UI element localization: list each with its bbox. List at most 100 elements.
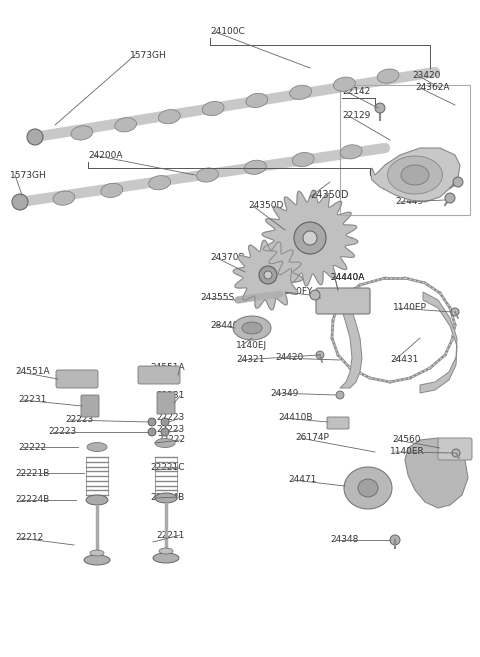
Ellipse shape: [358, 479, 378, 497]
Text: 24362A: 24362A: [415, 83, 449, 93]
Text: 24440A: 24440A: [330, 273, 364, 283]
Circle shape: [390, 535, 400, 545]
Text: 24200A: 24200A: [88, 150, 122, 160]
Text: 22142: 22142: [342, 87, 370, 97]
FancyBboxPatch shape: [316, 288, 370, 314]
Ellipse shape: [197, 168, 218, 182]
Ellipse shape: [246, 93, 268, 108]
Ellipse shape: [84, 555, 110, 565]
Text: 22211: 22211: [156, 530, 185, 539]
Text: 24100C: 24100C: [210, 28, 245, 37]
Circle shape: [316, 351, 324, 359]
Ellipse shape: [101, 183, 123, 198]
Polygon shape: [262, 190, 358, 286]
Text: 22224B: 22224B: [15, 495, 49, 505]
Ellipse shape: [155, 493, 177, 503]
Circle shape: [451, 308, 459, 316]
Ellipse shape: [153, 553, 179, 563]
Circle shape: [148, 428, 156, 436]
Ellipse shape: [86, 495, 108, 505]
Ellipse shape: [158, 110, 180, 124]
Text: 24349: 24349: [270, 388, 299, 397]
Circle shape: [452, 449, 460, 457]
Ellipse shape: [244, 160, 266, 174]
Ellipse shape: [149, 175, 170, 190]
Ellipse shape: [290, 85, 312, 99]
Circle shape: [375, 103, 385, 113]
Text: 24440A: 24440A: [330, 273, 364, 283]
Ellipse shape: [53, 191, 75, 205]
Text: 22231: 22231: [18, 396, 47, 405]
Text: 1140EJ: 1140EJ: [236, 342, 267, 350]
Text: 1140EP: 1140EP: [393, 304, 427, 313]
Ellipse shape: [387, 156, 443, 194]
Polygon shape: [370, 148, 460, 202]
Text: 22223: 22223: [65, 415, 93, 424]
Circle shape: [336, 391, 344, 399]
Text: 24350D: 24350D: [248, 202, 283, 210]
Ellipse shape: [292, 152, 314, 167]
Text: 1573GH: 1573GH: [130, 51, 167, 60]
Ellipse shape: [159, 548, 173, 554]
Text: 22212: 22212: [15, 533, 43, 543]
Circle shape: [264, 271, 272, 279]
Polygon shape: [405, 438, 468, 508]
Circle shape: [310, 290, 320, 300]
Text: 1140FY: 1140FY: [280, 288, 313, 296]
Text: 22223: 22223: [157, 413, 185, 422]
Text: 1573GH: 1573GH: [10, 171, 47, 179]
Circle shape: [148, 418, 156, 426]
Text: 23420: 23420: [412, 70, 440, 79]
Text: 24551A: 24551A: [15, 367, 49, 376]
Ellipse shape: [334, 77, 355, 91]
Text: 24420: 24420: [275, 353, 303, 363]
Text: 28440C: 28440C: [210, 321, 245, 330]
Text: 22222: 22222: [157, 436, 185, 445]
FancyBboxPatch shape: [438, 438, 472, 460]
Circle shape: [12, 194, 28, 210]
Polygon shape: [420, 292, 457, 393]
Text: 24410B: 24410B: [278, 413, 312, 422]
Circle shape: [27, 129, 43, 145]
Text: 24350D: 24350D: [310, 190, 348, 200]
Text: 22224B: 22224B: [151, 493, 185, 501]
Text: 22129: 22129: [342, 110, 371, 120]
Text: 24551A: 24551A: [150, 363, 185, 373]
Text: 22449: 22449: [395, 198, 423, 206]
Circle shape: [161, 428, 169, 436]
Ellipse shape: [115, 118, 136, 132]
FancyBboxPatch shape: [327, 417, 349, 429]
Circle shape: [294, 222, 326, 254]
Text: 24355S: 24355S: [200, 294, 234, 302]
Ellipse shape: [344, 467, 392, 509]
Text: 22221B: 22221B: [15, 468, 49, 478]
Circle shape: [445, 193, 455, 203]
Circle shape: [161, 418, 169, 426]
Polygon shape: [340, 305, 362, 388]
Ellipse shape: [340, 145, 362, 159]
Text: 22231: 22231: [156, 392, 185, 401]
Ellipse shape: [377, 69, 399, 83]
Ellipse shape: [87, 443, 107, 451]
Text: 22223: 22223: [48, 428, 76, 436]
Text: 24431: 24431: [390, 355, 419, 365]
Text: 24348: 24348: [330, 535, 359, 545]
Text: 24471: 24471: [288, 476, 316, 484]
FancyBboxPatch shape: [157, 392, 175, 414]
Ellipse shape: [90, 550, 104, 556]
Ellipse shape: [242, 322, 262, 334]
Text: 22222: 22222: [18, 443, 46, 451]
Polygon shape: [233, 240, 303, 310]
Ellipse shape: [233, 316, 271, 340]
Text: 22221C: 22221C: [151, 463, 185, 472]
FancyBboxPatch shape: [81, 395, 99, 417]
Text: 24321: 24321: [236, 355, 264, 365]
Text: 24560: 24560: [392, 436, 420, 445]
Circle shape: [259, 266, 277, 284]
Ellipse shape: [71, 125, 93, 140]
Text: 26174P: 26174P: [295, 434, 329, 443]
Text: 1140ER: 1140ER: [390, 447, 425, 457]
Circle shape: [453, 177, 463, 187]
FancyBboxPatch shape: [138, 366, 180, 384]
Ellipse shape: [401, 165, 429, 185]
